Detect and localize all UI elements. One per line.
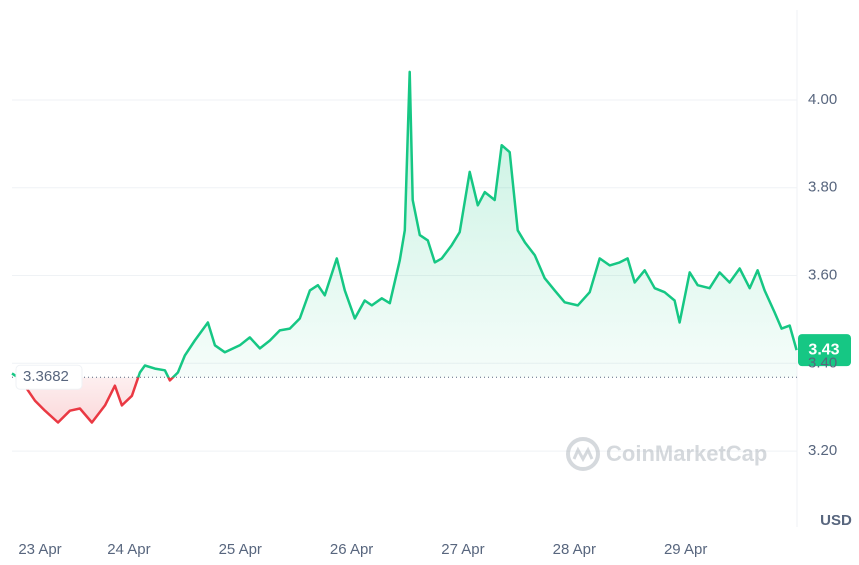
- baseline-label-box: [15, 364, 83, 390]
- price-area: [12, 71, 797, 423]
- x-tick-label: 27 Apr: [441, 541, 484, 558]
- x-tick-label: 24 Apr: [107, 541, 150, 558]
- y-tick-label: 3.20: [808, 442, 837, 459]
- plot: 3.3682 3.43: [11, 70, 851, 424]
- last-price-label: 3.43: [808, 341, 839, 358]
- x-tick-label: 23 Apr: [18, 541, 61, 558]
- y-axis-label: USD: [820, 512, 852, 529]
- y-tick-label: 4.00: [808, 91, 837, 108]
- watermark: CoinMarketCap: [566, 437, 767, 471]
- baseline-label: 3.3682: [23, 368, 69, 385]
- y-tick-label: 3.40: [808, 354, 837, 371]
- last-price-box: [798, 334, 851, 367]
- x-tick-label: 29 Apr: [664, 541, 707, 558]
- y-tick-label: 3.60: [808, 266, 837, 283]
- watermark-text: CoinMarketCap: [606, 441, 767, 466]
- x-tick-label: 28 Apr: [553, 541, 596, 558]
- y-tick-label: 3.80: [808, 179, 837, 196]
- x-tick-label: 26 Apr: [330, 541, 373, 558]
- x-tick-label: 25 Apr: [219, 541, 262, 558]
- price-line: [11, 70, 798, 424]
